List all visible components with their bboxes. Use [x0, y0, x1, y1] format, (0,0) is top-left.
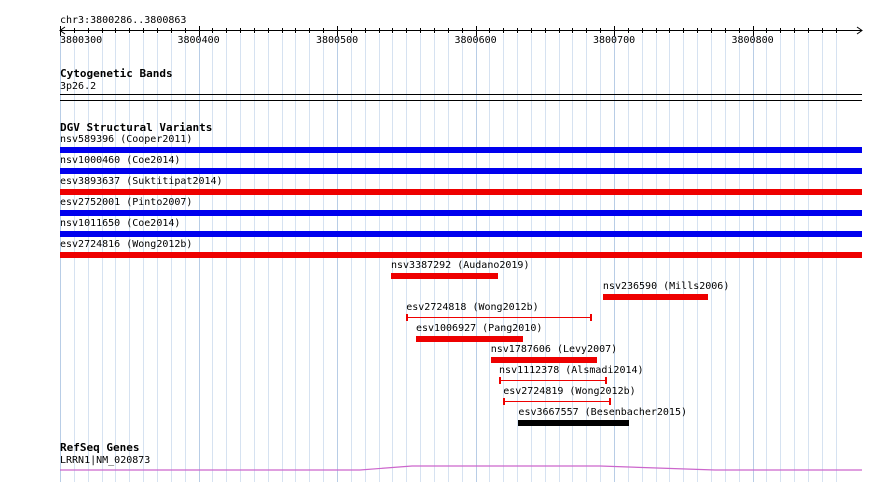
dgv-feature-interval-line: [505, 401, 610, 402]
dgv-feature-bar[interactable]: [415, 336, 523, 342]
ruler-left-arrow-icon: [59, 26, 66, 35]
dgv-feature-bar[interactable]: [602, 294, 709, 300]
dgv-track-title[interactable]: DGV Structural Variants: [60, 121, 213, 134]
ruler-tick-label: 3800600: [454, 35, 497, 46]
dgv-variant-bar[interactable]: [60, 168, 862, 174]
dgv-feature-bar[interactable]: [518, 420, 630, 426]
dgv-variant-label[interactable]: nsv1000460 (Coe2014): [60, 155, 181, 166]
dgv-variant-label[interactable]: esv2752001 (Pinto2007): [60, 197, 193, 208]
dgv-feature-label[interactable]: nsv236590 (Mills2006): [602, 281, 730, 292]
dgv-feature-label[interactable]: nsv1112378 (Alsmadi2014): [499, 365, 644, 376]
refseq-gene-label[interactable]: LRRN1|NM_020873: [60, 455, 151, 466]
dgv-feature-label[interactable]: nsv3387292 (Audano2019): [391, 260, 530, 271]
dgv-feature-label[interactable]: nsv1787606 (Levy2007): [490, 344, 618, 355]
dgv-variant-bar[interactable]: [60, 231, 862, 237]
ruler-tick-label: 3800800: [731, 35, 774, 46]
cytoband-line-bottom: [60, 100, 862, 101]
dgv-feature-interval[interactable]: [499, 377, 608, 384]
cytoband-line-top: [60, 94, 862, 95]
dgv-variant-label[interactable]: esv2724816 (Wong2012b): [60, 239, 193, 250]
ruler-location: chr3:3800286..3800863: [60, 15, 187, 26]
dgv-variant-bar[interactable]: [60, 147, 862, 153]
dgv-feature-label[interactable]: esv1006927 (Pang2010): [415, 323, 543, 334]
ruler-tick-label: 3800400: [177, 35, 220, 46]
dgv-separator: [60, 254, 862, 255]
dgv-feature-label[interactable]: esv2724819 (Wong2012b): [503, 386, 636, 397]
dgv-feature-interval[interactable]: [503, 398, 612, 405]
dgv-feature-interval[interactable]: [406, 314, 592, 321]
ruler-tick-label: 3800700: [593, 35, 636, 46]
dgv-feature-interval-line: [501, 380, 606, 381]
dgv-variant-bar[interactable]: [60, 210, 862, 216]
dgv-feature-bar[interactable]: [490, 357, 598, 363]
dgv-variant-label[interactable]: esv3893637 (Suktitipat2014): [60, 176, 223, 187]
dgv-feature-label[interactable]: esv2724818 (Wong2012b): [406, 302, 539, 313]
refseq-track-title[interactable]: RefSeq Genes: [60, 441, 140, 454]
ruler-tick-label: 3800300: [60, 35, 103, 46]
ruler-right-arrow-icon: [856, 26, 863, 35]
dgv-feature-bar[interactable]: [391, 273, 498, 279]
dgv-variant-bar[interactable]: [60, 252, 862, 258]
dgv-variant-label[interactable]: nsv1011650 (Coe2014): [60, 218, 181, 229]
dgv-feature-interval-line: [408, 317, 590, 318]
cytoband-track-title[interactable]: Cytogenetic Bands: [60, 67, 173, 80]
cytoband-label[interactable]: 3p26.2: [60, 81, 97, 92]
dgv-feature-label[interactable]: esv3667557 (Besenbacher2015): [518, 407, 687, 418]
dgv-variant-bar[interactable]: [60, 189, 862, 195]
dgv-variant-label[interactable]: nsv589396 (Cooper2011): [60, 134, 193, 145]
ruler-tick-label: 3800500: [316, 35, 359, 46]
